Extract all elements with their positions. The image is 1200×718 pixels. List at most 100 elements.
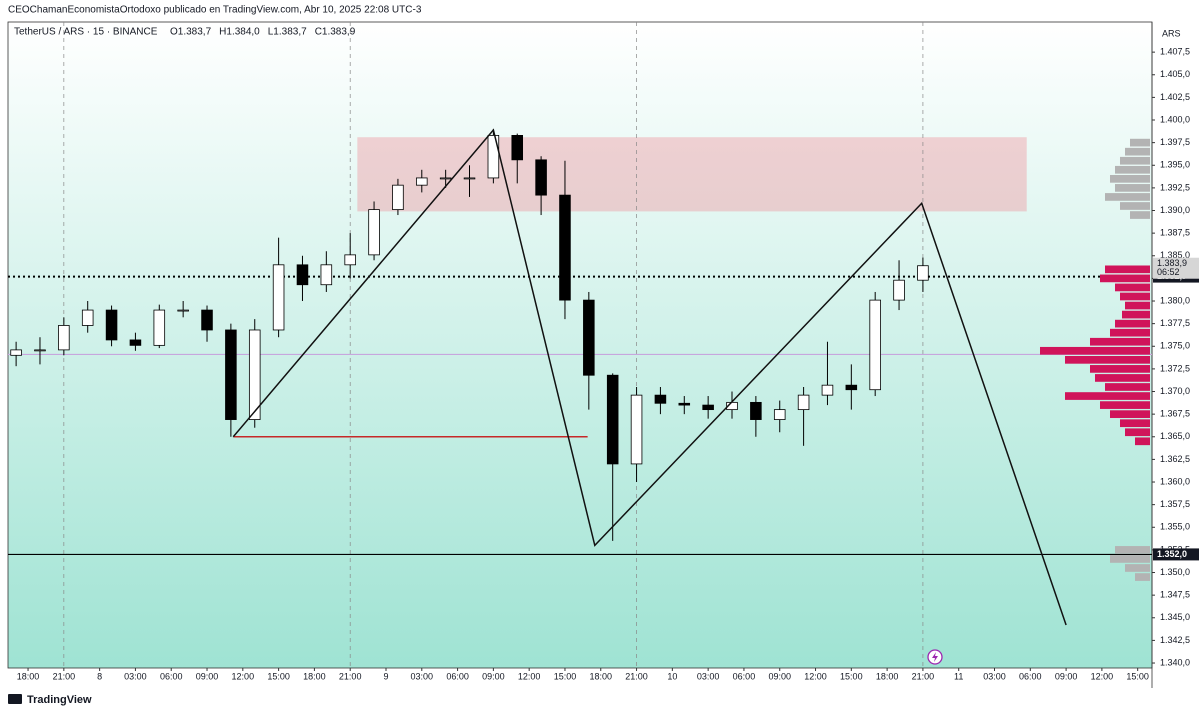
y-tick-label: 1.347,5: [1160, 590, 1190, 600]
volume-profile-bar: [1125, 147, 1150, 156]
x-tick-label: 9: [383, 671, 388, 681]
candle-body: [487, 134, 500, 179]
ohlc-value: H1.384,0: [219, 27, 260, 38]
countdown: 06:52: [1157, 267, 1180, 277]
candle-body: [392, 184, 404, 211]
candle-body: [845, 384, 858, 391]
candle-body: [439, 177, 452, 180]
zigzag-line: [232, 128, 1067, 626]
x-tick-label: 21:00: [53, 671, 76, 681]
y-tick-label: 1.405,0: [1160, 69, 1190, 79]
candle-body: [34, 349, 46, 352]
candle-body: [821, 384, 834, 396]
brand: TradingView: [8, 694, 92, 706]
brand-name: TradingView: [27, 694, 92, 706]
x-tick-label: 06:00: [160, 671, 183, 681]
candle-body: [58, 325, 70, 351]
ohlc-value: C1.383,9: [315, 27, 356, 38]
x-tick-label: 09:00: [768, 671, 791, 681]
x-tick-label: 21:00: [912, 671, 935, 681]
volume-profile-bar: [1100, 401, 1150, 409]
y-tick-label: 1.390,0: [1160, 205, 1190, 215]
candle-body: [416, 177, 428, 186]
candle-body: [630, 394, 643, 465]
volume-profile-bar: [1040, 346, 1150, 355]
y-tick-label: 1.387,5: [1160, 228, 1190, 238]
y-tick-label: 1.365,0: [1160, 431, 1190, 441]
last-price-box: [1153, 257, 1199, 279]
volume-profile-bar: [1115, 165, 1150, 174]
candle-body: [368, 209, 380, 256]
candle-body: [463, 177, 476, 180]
candle-body: [296, 264, 309, 286]
candle-body: [129, 339, 142, 346]
volume-profile-bar: [1130, 138, 1150, 147]
x-tick-label: 03:00: [983, 671, 1006, 681]
x-tick-label: 8: [97, 671, 102, 681]
last-price-label: 1.383,9: [1157, 258, 1187, 268]
candle-body: [153, 309, 166, 346]
x-tick-label: 12:00: [804, 671, 827, 681]
candle-body: [10, 349, 22, 356]
candle-body: [869, 299, 881, 391]
y-tick-label: 1.395,0: [1160, 160, 1190, 170]
x-tick-label: 09:00: [1055, 671, 1078, 681]
x-tick-label: 15:00: [1126, 671, 1149, 681]
publisher: CEOChamanEconomistaOrtodoxo publicado en…: [8, 5, 422, 16]
volume-profile-bar: [1100, 274, 1150, 283]
volume-profile-bar: [1122, 310, 1150, 319]
candle-body: [917, 265, 929, 281]
candle-body: [654, 394, 667, 404]
candle-body: [583, 299, 595, 376]
volume-profile-bar: [1135, 573, 1150, 581]
y-tick-label: 1.407,5: [1160, 47, 1190, 57]
y-tick-label: 1.370,0: [1160, 386, 1190, 396]
x-tick-label: 18:00: [17, 671, 40, 681]
volume-profile-bar: [1105, 265, 1150, 274]
volume-profile-bar: [1135, 437, 1150, 446]
y-tick-label: 1.372,5: [1160, 363, 1190, 373]
x-tick-label: 15:00: [554, 671, 577, 681]
y-tick-label: 1.392,5: [1160, 182, 1190, 192]
volume-profile-bar: [1090, 337, 1150, 346]
candle-body: [535, 159, 547, 196]
volume-profile-bar: [1110, 328, 1150, 337]
volume-profile-bar: [1065, 355, 1150, 364]
volume-profile-bar: [1065, 392, 1150, 400]
x-tick-label: 11: [954, 671, 963, 681]
y-tick-label: 1.350,0: [1160, 567, 1190, 577]
volume-profile-bar: [1120, 156, 1150, 165]
volume-profile-bar: [1090, 365, 1150, 373]
volume-profile-bar: [1125, 428, 1150, 437]
x-tick-label: 06:00: [446, 671, 469, 681]
y-tick-label: 1.402,5: [1160, 92, 1190, 102]
volume-profile-bar: [1120, 419, 1150, 428]
candle-body: [272, 264, 285, 331]
volume-profile-bar: [1105, 193, 1150, 201]
x-tick-label: 03:00: [697, 671, 720, 681]
symbol: TetherUS / ARS · 15 · BINANCE: [14, 27, 158, 38]
x-tick-label: 06:00: [733, 671, 756, 681]
x-tick-label: 18:00: [876, 671, 899, 681]
ohlc-value: L1.383,7: [268, 27, 307, 38]
x-tick-label: 09:00: [482, 671, 505, 681]
volume-profile-bar: [1110, 174, 1150, 183]
volume-profile-bar: [1115, 319, 1150, 328]
y-tick-label: 1.367,5: [1160, 409, 1190, 419]
volume-profile-bar: [1125, 564, 1150, 572]
y-tick-label: 1.385,0: [1160, 250, 1190, 260]
candle-body: [893, 279, 905, 301]
x-tick-label: 12:00: [1091, 671, 1114, 681]
candle-body: [750, 401, 762, 420]
plot-area: [7, 21, 1153, 669]
candle-body: [559, 194, 571, 301]
y-tick-label: 1.342,5: [1160, 635, 1190, 645]
x-tick-label: 03:00: [411, 671, 434, 681]
x-tick-label: 06:00: [1019, 671, 1042, 681]
x-tick-label: 21:00: [625, 671, 648, 681]
x-tick-label: 18:00: [589, 671, 612, 681]
axis-unit: ARS: [1162, 28, 1181, 38]
candle-body: [320, 264, 333, 286]
x-tick-label: 12:00: [232, 671, 255, 681]
